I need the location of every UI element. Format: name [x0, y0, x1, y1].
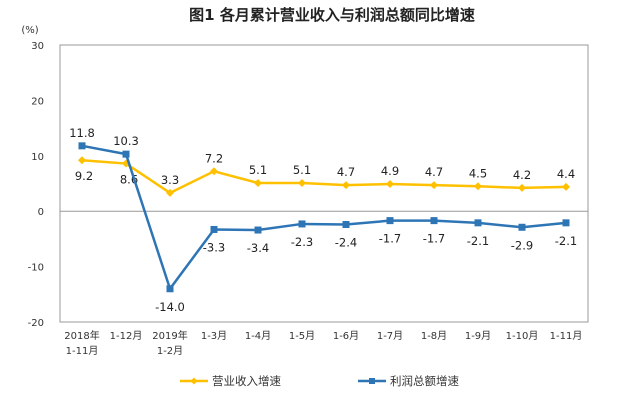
data-point-marker — [254, 226, 262, 234]
x-tick-label: 1-6月 — [333, 330, 359, 342]
series-line-profit — [81, 144, 567, 292]
legend-marker — [369, 378, 375, 384]
chart-title: 图1 各月累计营业收入与利润总额同比增速 — [189, 6, 475, 24]
x-tick-label: 1-4月 — [245, 330, 271, 342]
data-label: -3.4 — [247, 241, 269, 255]
x-tick-label: 1-2月 — [157, 345, 183, 357]
data-point-marker — [342, 220, 350, 228]
legend-label: 利润总额增速 — [390, 374, 459, 388]
data-point-marker — [166, 188, 174, 197]
legend-label: 营业收入增速 — [212, 374, 281, 388]
plot-area — [59, 44, 589, 323]
y-tick-label: -20 — [28, 318, 44, 329]
data-label: 4.5 — [469, 166, 487, 180]
data-label: -14.0 — [155, 300, 185, 314]
data-label: 3.3 — [161, 173, 179, 187]
data-point-marker — [518, 223, 526, 231]
x-tick-label: 1-12月 — [110, 330, 143, 342]
y-tick-label: 20 — [31, 96, 44, 107]
x-tick-label: 2019年 — [152, 329, 187, 342]
data-label: -1.7 — [379, 232, 401, 246]
data-point-marker — [78, 156, 86, 165]
data-label: -1.7 — [423, 232, 445, 246]
data-label: 4.7 — [425, 165, 443, 179]
x-tick-label: 1-7月 — [377, 330, 403, 342]
x-tick-label: 1-10月 — [506, 330, 539, 342]
data-label: -2.4 — [335, 235, 357, 249]
x-tick-label: 1-11月 — [66, 345, 99, 357]
data-label: 4.4 — [557, 167, 575, 181]
legend-marker — [190, 377, 198, 385]
data-point-marker — [78, 142, 86, 150]
data-label: -3.3 — [203, 240, 225, 254]
x-tick-label: 1-8月 — [421, 330, 447, 342]
data-point-marker — [210, 167, 218, 176]
y-axis-label: (%) — [21, 25, 38, 36]
x-tick-label: 1-9月 — [465, 330, 491, 342]
data-point-marker — [386, 180, 394, 189]
x-tick-label: 1-5月 — [289, 330, 315, 342]
data-label: 4.9 — [381, 164, 399, 178]
data-label: 7.2 — [205, 151, 223, 165]
data-label: -2.3 — [291, 235, 313, 249]
data-label: 4.7 — [337, 165, 355, 179]
data-point-marker — [342, 181, 350, 190]
data-point-marker — [254, 178, 262, 187]
series-line-revenue — [81, 158, 567, 195]
data-point-marker — [210, 225, 218, 233]
data-point-marker — [298, 178, 306, 187]
x-tick-label: 1-3月 — [201, 330, 227, 342]
data-label: 10.3 — [113, 134, 139, 148]
data-point-marker — [474, 182, 482, 191]
data-point-marker — [562, 219, 570, 227]
data-point-marker — [562, 182, 570, 191]
data-label: -2.1 — [467, 234, 489, 248]
data-point-marker — [430, 217, 438, 225]
data-label: 4.2 — [513, 168, 531, 182]
data-label: 9.2 — [75, 169, 93, 183]
y-tick-label: 0 — [38, 207, 44, 218]
x-tick-label: 2018年 — [64, 329, 99, 342]
data-point-marker — [518, 183, 526, 192]
data-label: -2.1 — [555, 234, 577, 248]
data-point-marker — [298, 220, 306, 228]
data-label: -2.9 — [511, 238, 533, 252]
data-point-marker — [166, 285, 174, 293]
data-label: 5.1 — [293, 163, 311, 177]
y-tick-label: 30 — [31, 41, 44, 52]
data-label: 5.1 — [249, 163, 267, 177]
y-tick-label: 10 — [31, 152, 44, 163]
x-tick-label: 1-11月 — [550, 330, 583, 342]
data-label: 11.8 — [69, 126, 95, 140]
data-point-marker — [386, 217, 394, 225]
y-tick-label: -10 — [28, 263, 44, 274]
data-point-marker — [122, 150, 130, 158]
data-point-marker — [430, 181, 438, 190]
data-point-marker — [474, 219, 482, 227]
